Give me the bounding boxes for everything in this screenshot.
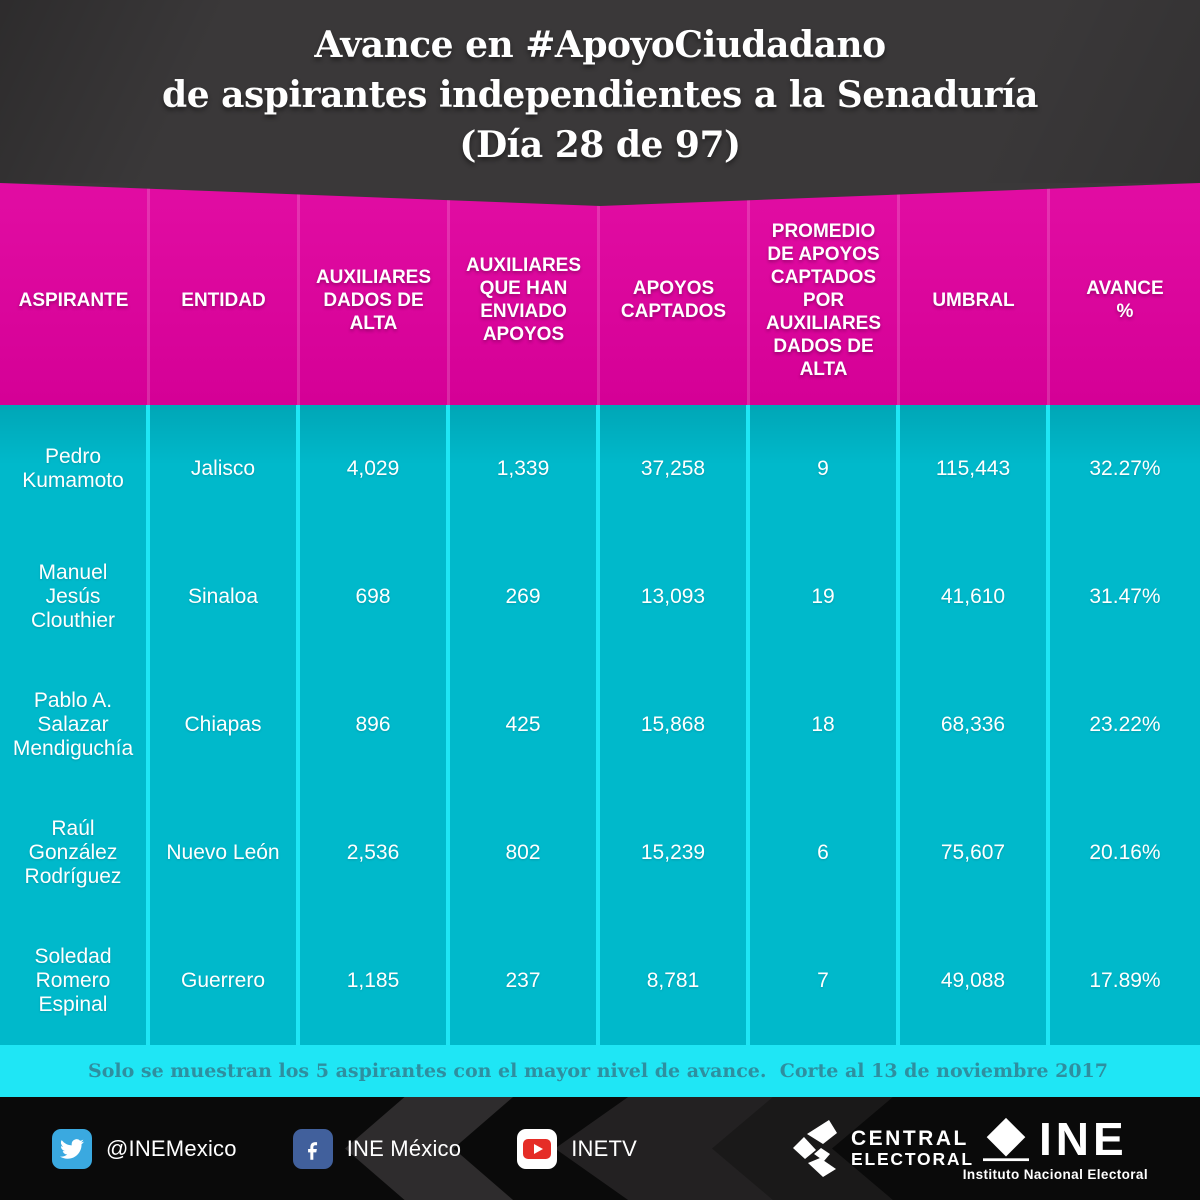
column-header-umbral: UMBRAL xyxy=(900,183,1050,405)
cell-promedio: 6 xyxy=(750,789,900,917)
cell-apoyos-captados: 13,093 xyxy=(600,533,750,661)
social-links: @INEMexico INE México INETV xyxy=(52,1128,637,1169)
central-electoral-icon xyxy=(793,1119,839,1178)
column-header-auxiliares-dados-de-alta: AUXILIARES DADOS DE ALTA xyxy=(300,183,450,405)
page-title-line-1: Avance en #ApoyoCiudadano xyxy=(314,23,886,66)
twitter-icon xyxy=(52,1128,92,1169)
youtube-name: INETV xyxy=(571,1135,637,1161)
column-header-aspirante: ASPIRANTE xyxy=(0,183,150,405)
cell-umbral: 41,610 xyxy=(900,533,1050,661)
cell-promedio: 7 xyxy=(750,917,900,1045)
footer-bar: @INEMexico INE México INETV xyxy=(0,1097,1200,1200)
cell-avance: 20.16% xyxy=(1089,841,1161,864)
cell-auxiliares-enviado: 1,339 xyxy=(450,405,600,533)
page-title-line-3: (Día 28 de 97) xyxy=(459,123,741,166)
youtube-icon xyxy=(517,1128,558,1169)
column-header-promedio-apoyos: PROMEDIO DE APOYOS CAPTADOS POR AUXILIAR… xyxy=(750,183,900,405)
central-line1: CENTRAL xyxy=(851,1127,969,1151)
cell-auxiliares-alta: 698 xyxy=(300,533,450,661)
cell-avance: 17.89% xyxy=(1089,969,1161,992)
title-section: Avance en #ApoyoCiudadano de aspirantes … xyxy=(0,0,1200,183)
cell-apoyos-captados: 15,868 xyxy=(600,661,750,789)
cell-aspirante: Pedro Kumamoto xyxy=(0,405,150,533)
cell-umbral: 68,336 xyxy=(900,661,1050,789)
cell-avance: 32.27% xyxy=(1089,457,1161,480)
ine-subtitle: Instituto Nacional Electoral xyxy=(962,1166,1148,1182)
cell-umbral: 49,088 xyxy=(900,917,1050,1045)
cell-entidad: Guerrero xyxy=(150,917,300,1045)
cell-apoyos-captados: 8,781 xyxy=(600,917,750,1045)
cell-auxiliares-enviado: 269 xyxy=(450,533,600,661)
cell-aspirante: Soledad Romero Espinal xyxy=(0,917,150,1045)
column-header-avance: AVANCE % xyxy=(1086,278,1164,322)
cell-avance: 31.47% xyxy=(1089,585,1161,608)
cell-auxiliares-enviado: 425 xyxy=(450,661,600,789)
cell-umbral: 75,607 xyxy=(900,789,1050,917)
facebook-link[interactable]: INE México xyxy=(292,1128,462,1169)
facebook-icon xyxy=(292,1128,333,1169)
note-right: Corte al 13 de noviembre 2017 xyxy=(779,1060,1108,1082)
note-bar: Solo se muestran los 5 aspirantes con el… xyxy=(0,1045,1200,1097)
cell-promedio: 9 xyxy=(750,405,900,533)
table-header-wrap: ASPIRANTE ENTIDAD AUXILIARES DADOS DE AL… xyxy=(0,183,1200,405)
cell-auxiliares-alta: 4,029 xyxy=(300,405,450,533)
twitter-handle: @INEMexico xyxy=(106,1135,237,1161)
ine-wordmark: INE xyxy=(1039,1112,1128,1165)
cell-umbral: 115,443 xyxy=(900,405,1050,533)
cell-entidad: Nuevo León xyxy=(150,789,300,917)
cell-auxiliares-alta: 2,536 xyxy=(300,789,450,917)
cell-entidad: Sinaloa xyxy=(150,533,300,661)
column-header-apoyos-captados: APOYOS CAPTADOS xyxy=(600,183,750,405)
note-left: Solo se muestran los 5 aspirantes con el… xyxy=(88,1060,767,1082)
facebook-name: INE México xyxy=(346,1135,462,1161)
cell-entidad: Chiapas xyxy=(150,661,300,789)
table-header-row: ASPIRANTE ENTIDAD AUXILIARES DADOS DE AL… xyxy=(0,183,1200,405)
twitter-link[interactable]: @INEMexico xyxy=(52,1128,237,1169)
cell-apoyos-captados: 15,239 xyxy=(600,789,750,917)
cell-avance: 23.22% xyxy=(1089,713,1161,736)
cell-aspirante: Raúl González Rodríguez xyxy=(0,789,150,917)
cell-auxiliares-enviado: 237 xyxy=(450,917,600,1045)
central-electoral-logo: CENTRAL ELECTORAL xyxy=(793,1119,974,1178)
cell-promedio: 19 xyxy=(750,533,900,661)
cell-auxiliares-alta: 896 xyxy=(300,661,450,789)
cell-auxiliares-alta: 1,185 xyxy=(300,917,450,1045)
cell-aspirante: Manuel Jesús Clouthier xyxy=(0,533,150,661)
column-header-entidad: ENTIDAD xyxy=(150,183,300,405)
cell-entidad: Jalisco xyxy=(150,405,300,533)
cell-apoyos-captados: 37,258 xyxy=(600,405,750,533)
cell-aspirante: Pablo A. Salazar Mendiguchía xyxy=(0,661,150,789)
cell-auxiliares-enviado: 802 xyxy=(450,789,600,917)
table-body: Pedro Kumamoto Jalisco 4,029 1,339 37,25… xyxy=(0,405,1200,1045)
column-header-auxiliares-enviado-apoyos: AUXILIARES QUE HAN ENVIADO APOYOS xyxy=(450,183,600,405)
youtube-link[interactable]: INETV xyxy=(517,1128,637,1169)
ine-logo: INE Instituto Nacional Electoral xyxy=(963,1116,1148,1182)
cell-promedio: 18 xyxy=(750,661,900,789)
central-electoral-text: CENTRAL ELECTORAL xyxy=(851,1127,974,1170)
page-title-line-2: de aspirantes independientes a la Senadu… xyxy=(162,73,1038,116)
central-line2: ELECTORAL xyxy=(851,1149,974,1170)
ine-diamond-icon xyxy=(983,1116,1030,1162)
